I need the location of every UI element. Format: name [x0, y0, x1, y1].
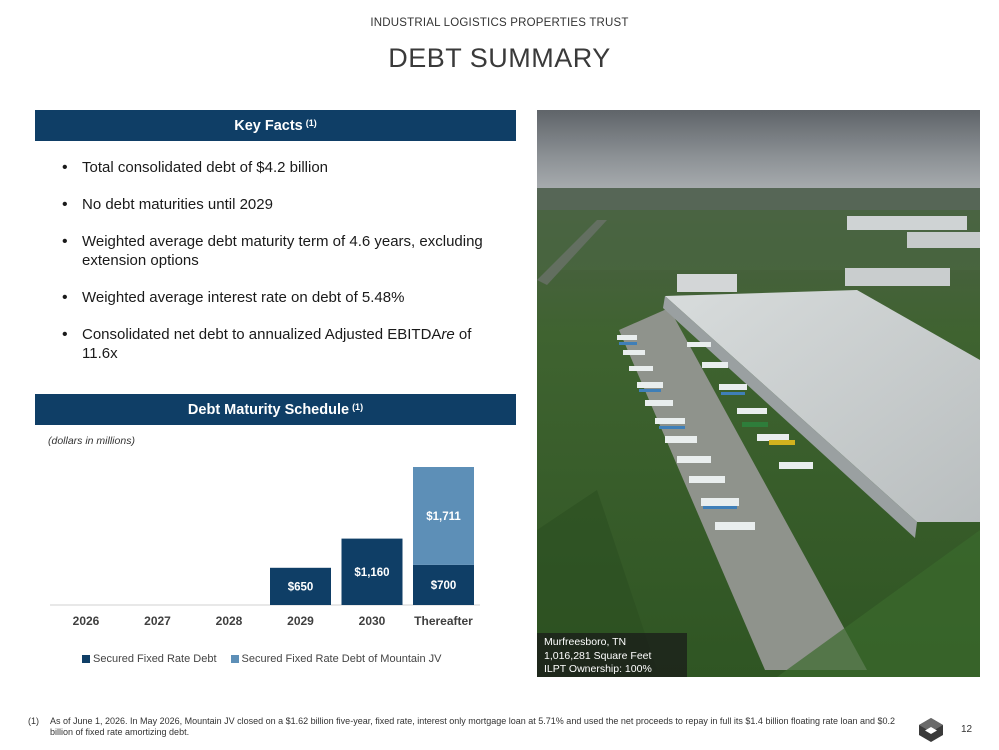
fact-item: Weighted average debt maturity term of 4… — [62, 232, 502, 270]
caption-location: Murfreesboro, TN — [544, 636, 627, 648]
data-label: $1,160 — [354, 567, 389, 579]
legend-item: Secured Fixed Rate Debt — [82, 653, 217, 665]
legend-label: Secured Fixed Rate Debt — [93, 653, 217, 665]
x-tick-label: 2029 — [287, 614, 314, 628]
bar-thereafter-series-1 — [413, 467, 474, 565]
debt-schedule-title: Debt Maturity Schedule — [187, 401, 350, 418]
data-label: $650 — [288, 581, 314, 593]
key-facts-header: Key Facts (1) — [35, 110, 516, 141]
legend-item: Secured Fixed Rate Debt of Mountain JV — [230, 653, 442, 665]
property-aerial-photo — [537, 110, 980, 677]
legend-label: Secured Fixed Rate Debt of Mountain JV — [241, 653, 442, 665]
debt-maturity-chart: 2026 2027 2028 $650 2029 $1,160 2030 $700 $1,711… — [50, 467, 480, 628]
chart-legend: Secured Fixed Rate Debt Secured Fixed Ra… — [82, 653, 441, 665]
debt-schedule-header: Debt Maturity Schedule (1) — [35, 394, 516, 425]
units-note: (dollars in millions) — [48, 435, 135, 447]
x-tick-label: 2026 — [73, 614, 100, 628]
footnote-number: (1) — [28, 716, 39, 726]
page-number: 12 — [961, 724, 973, 735]
fact-item: No debt maturities until 2029 — [62, 195, 502, 214]
caption-ownership: ILPT Ownership: 100% — [544, 663, 652, 675]
bar-thereafter-series-0 — [413, 564, 474, 605]
x-tick-label: Thereafter — [414, 614, 473, 628]
caption-area: 1,016,281 Square Feet — [544, 649, 652, 662]
legend-swatch — [82, 655, 90, 663]
footnote: (1) As of June 1, 2026. In May 2026, Mou… — [28, 716, 898, 738]
photo-caption: Murfreesboro, TN 1,016,281 Square Feet I… — [537, 633, 687, 677]
fact-item: Consolidated net debt to annualized Adju… — [62, 325, 502, 363]
data-label: $1,711 — [426, 511, 461, 523]
debt-schedule-note-marker: (1) — [352, 401, 364, 412]
bar-2029-series-0 — [270, 567, 331, 605]
x-tick-label: 2027 — [144, 614, 171, 628]
key-facts-note-marker: (1) — [305, 117, 317, 128]
fact-item: Weighted average interest rate on debt o… — [62, 288, 502, 307]
company-logo-icon — [919, 718, 943, 742]
data-label: $700 — [431, 580, 457, 592]
fact-item: Total consolidated debt of $4.2 billion — [62, 158, 502, 177]
key-facts-list: Total consolidated debt of $4.2 billion … — [62, 158, 502, 381]
bar-2030-series-0 — [341, 538, 403, 605]
company-name: INDUSTRIAL LOGISTICS PROPERTIES TRUST — [370, 17, 629, 29]
x-tick-label: 2028 — [216, 614, 243, 628]
key-facts-title: Key Facts — [234, 117, 303, 134]
footnote-text: As of June 1, 2026. In May 2026, Mountai… — [50, 716, 896, 737]
x-tick-label: 2030 — [359, 614, 386, 628]
page-title: DEBT SUMMARY — [388, 43, 611, 73]
legend-swatch — [230, 655, 239, 663]
